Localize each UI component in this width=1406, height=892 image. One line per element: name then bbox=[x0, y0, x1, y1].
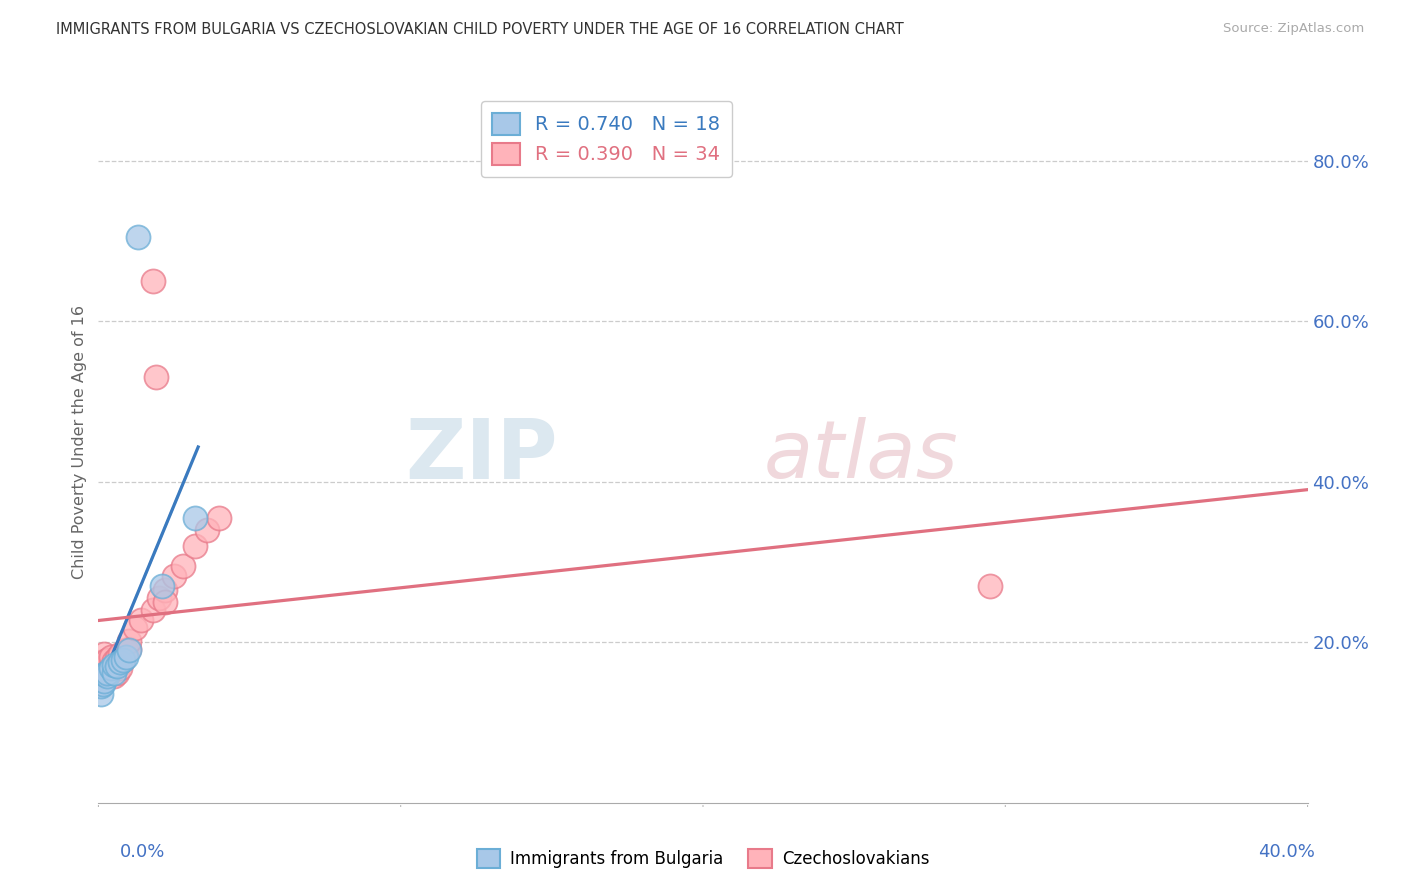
Point bbox=[100, 661, 122, 675]
Point bbox=[105, 659, 128, 673]
Point bbox=[90, 655, 112, 669]
Point bbox=[148, 591, 170, 605]
Point bbox=[184, 539, 207, 553]
Text: 40.0%: 40.0% bbox=[1258, 843, 1315, 861]
Point bbox=[93, 655, 115, 669]
Point bbox=[163, 569, 186, 583]
Point bbox=[105, 665, 128, 680]
Point bbox=[93, 673, 115, 688]
Point bbox=[114, 643, 136, 657]
Point bbox=[91, 661, 114, 675]
Point bbox=[108, 648, 131, 662]
Point bbox=[100, 659, 122, 673]
Point bbox=[96, 669, 118, 683]
Point bbox=[105, 651, 128, 665]
Point bbox=[142, 274, 165, 288]
Point bbox=[90, 687, 112, 701]
Point bbox=[103, 654, 125, 668]
Point bbox=[208, 510, 231, 524]
Point bbox=[118, 643, 141, 657]
Point bbox=[89, 664, 111, 678]
Point bbox=[153, 595, 176, 609]
Point bbox=[114, 649, 136, 664]
Point bbox=[96, 665, 118, 680]
Point bbox=[90, 680, 112, 694]
Point bbox=[195, 523, 218, 537]
Point bbox=[129, 613, 152, 627]
Point bbox=[111, 653, 134, 667]
Point bbox=[96, 665, 118, 680]
Point bbox=[150, 579, 173, 593]
Text: 0.0%: 0.0% bbox=[120, 843, 165, 861]
Point bbox=[142, 603, 165, 617]
Text: ZIP: ZIP bbox=[405, 416, 558, 497]
Point bbox=[100, 649, 122, 664]
Point bbox=[91, 677, 114, 691]
Point bbox=[184, 510, 207, 524]
Point bbox=[118, 633, 141, 648]
Point bbox=[172, 558, 194, 574]
Point bbox=[118, 641, 141, 656]
Point bbox=[93, 667, 115, 681]
Point bbox=[108, 655, 131, 669]
Point bbox=[153, 583, 176, 598]
Point bbox=[103, 665, 125, 680]
Text: atlas: atlas bbox=[763, 417, 959, 495]
Point bbox=[124, 621, 146, 635]
Point bbox=[145, 370, 167, 384]
Point bbox=[979, 579, 1001, 593]
Point bbox=[127, 230, 149, 244]
Point bbox=[96, 653, 118, 667]
Point bbox=[90, 671, 112, 685]
Point bbox=[103, 669, 125, 683]
Point bbox=[93, 648, 115, 662]
Text: Source: ZipAtlas.com: Source: ZipAtlas.com bbox=[1223, 22, 1364, 36]
Legend: R = 0.740   N = 18, R = 0.390   N = 34: R = 0.740 N = 18, R = 0.390 N = 34 bbox=[481, 101, 731, 177]
Point bbox=[103, 657, 125, 672]
Legend: Immigrants from Bulgaria, Czechoslovakians: Immigrants from Bulgaria, Czechoslovakia… bbox=[470, 842, 936, 875]
Y-axis label: Child Poverty Under the Age of 16: Child Poverty Under the Age of 16 bbox=[72, 304, 87, 579]
Point bbox=[108, 661, 131, 675]
Point bbox=[111, 653, 134, 667]
Text: IMMIGRANTS FROM BULGARIA VS CZECHOSLOVAKIAN CHILD POVERTY UNDER THE AGE OF 16 CO: IMMIGRANTS FROM BULGARIA VS CZECHOSLOVAK… bbox=[56, 22, 904, 37]
